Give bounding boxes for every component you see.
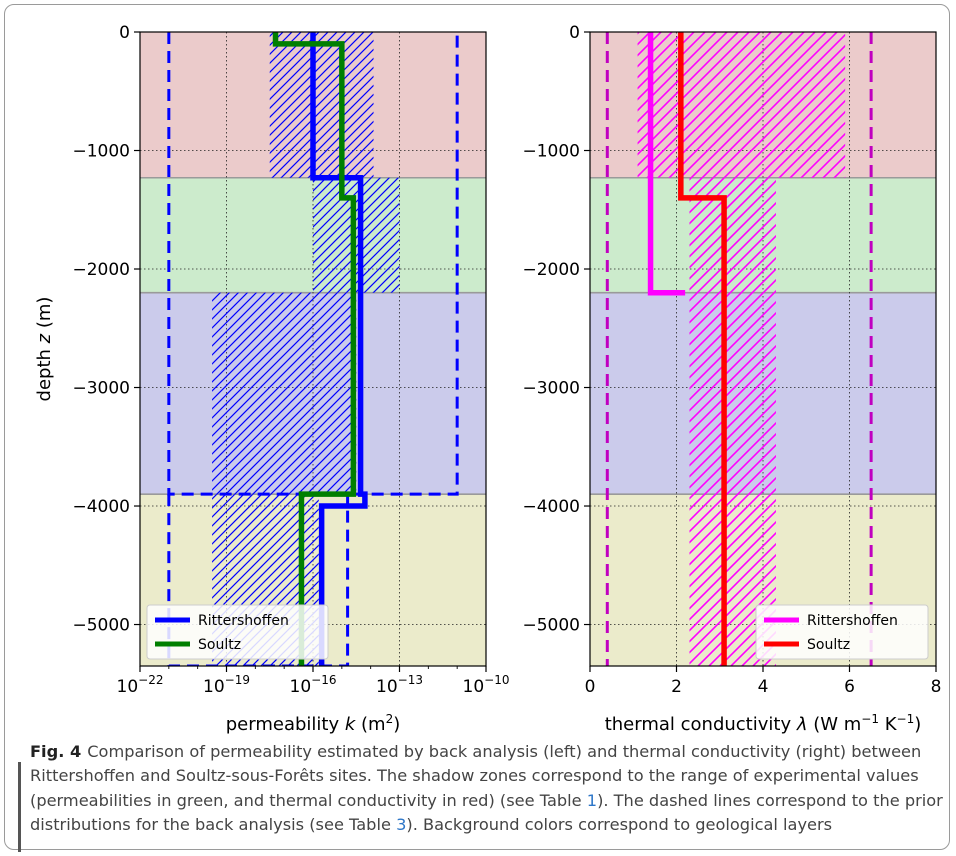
x-tick-label: 0 [585, 677, 596, 697]
experimental-range-hatch [637, 32, 846, 178]
right-legend: Rittershoffen Soultz [755, 604, 929, 660]
y-tick-label: −3000 [72, 379, 130, 399]
legend-label-rittershoffen: Rittershoffen [807, 613, 898, 629]
experimental-range-hatch [689, 177, 776, 666]
figure-caption: Fig. 4 Comparison of permeability estimat… [30, 740, 946, 838]
y-tick-label: −4000 [522, 497, 580, 517]
y-tick-label: −4000 [72, 497, 130, 517]
y-tick-label: −5000 [72, 616, 130, 636]
caption-text-3: ). Background colors correspond to geolo… [406, 815, 833, 835]
x-tick-label: 10−16 [290, 673, 337, 697]
prior-bound-dashed-line [167, 494, 350, 666]
y-tick-label: 0 [119, 23, 130, 43]
figure-canvas: 0 −1000 −2000 −3000 −4000 −5000 10−22 10−19 10−1… [34, 23, 941, 735]
y-tick-label: −1000 [72, 142, 130, 162]
y-axis-label: depth z (m) [34, 297, 55, 402]
series-line-rittershoffen [310, 32, 368, 666]
caption-label: Fig. 4 [30, 742, 82, 761]
legend-label-soultz: Soultz [198, 637, 241, 653]
x-tick-label: 10−22 [117, 673, 164, 697]
caption-accent-bar [18, 762, 21, 852]
y-tick-label: −2000 [72, 260, 130, 280]
prior-bound-dashed-line [167, 32, 459, 496]
x-tick-label: 6 [844, 677, 855, 697]
y-tick-label: −5000 [522, 616, 580, 636]
series-line-soultz [272, 32, 357, 666]
x-tick-label: 10−10 [463, 673, 510, 697]
legend-box [146, 604, 329, 660]
permeability-panel: 0 −1000 −2000 −3000 −4000 −5000 10−22 10−19 10−1… [34, 23, 509, 735]
left-x-axis-label: permeability k (m2) [226, 712, 400, 735]
x-tick-label: 8 [931, 677, 942, 697]
y-tick-label: 0 [569, 23, 580, 43]
experimental-range-hatch [313, 177, 400, 293]
legend-label-rittershoffen: Rittershoffen [198, 613, 289, 629]
thermal-conductivity-panel: 0 −1000 −2000 −3000 −4000 −5000 0 2 4 6 8 thermal … [522, 23, 941, 735]
series-line-soultz [678, 32, 727, 666]
legend-label-soultz: Soultz [807, 637, 850, 653]
experimental-range-hatch [212, 292, 357, 495]
x-tick-label: 4 [758, 677, 769, 697]
table-1-link[interactable]: 1 [586, 790, 598, 810]
x-tick-label: 2 [671, 677, 682, 697]
x-tick-label: 10−13 [376, 673, 423, 697]
left-legend: Rittershoffen Soultz [146, 604, 329, 660]
caption-text-2: ). The dashed lines correspond to the pr… [30, 790, 943, 835]
x-tick-label: 10−19 [203, 673, 250, 697]
series-line-rittershoffen [647, 32, 686, 296]
y-tick-label: −2000 [522, 260, 580, 280]
caption-text-1: Comparison of permeability estimated by … [30, 742, 922, 810]
table-3-link[interactable]: 3 [396, 815, 407, 835]
y-tick-label: −1000 [522, 142, 580, 162]
y-tick-label: −3000 [522, 379, 580, 399]
right-x-axis-label: thermal conductivity λ (W m−1 K−1) [605, 712, 922, 735]
experimental-range-hatch [269, 32, 374, 178]
